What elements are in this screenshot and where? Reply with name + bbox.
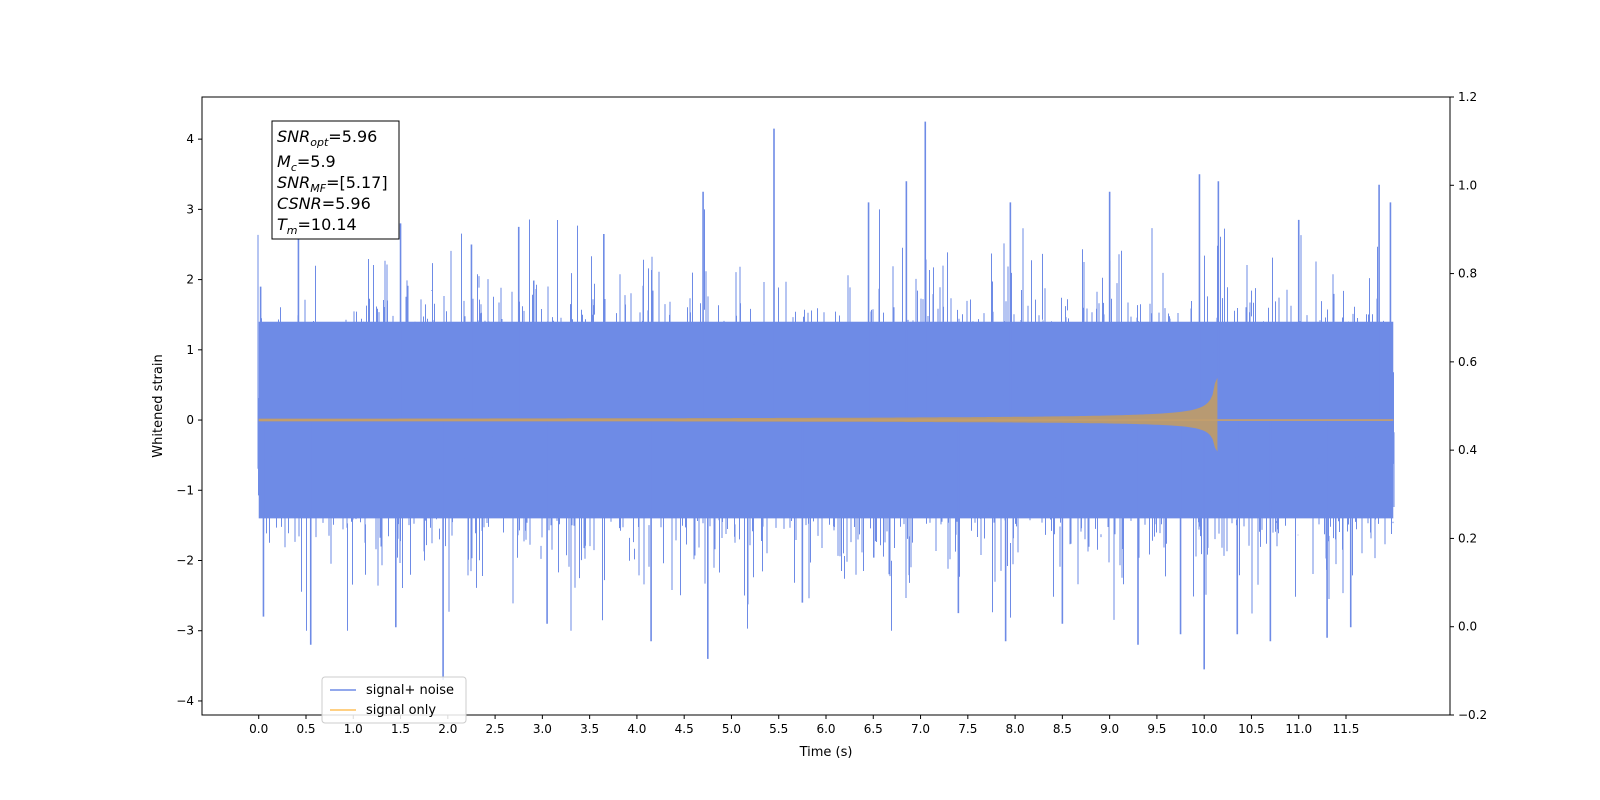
x-tick-label: 6.5 (864, 722, 883, 736)
y2-tick-label: 1.2 (1458, 90, 1477, 104)
x-tick-label: 7.0 (911, 722, 930, 736)
x-tick-label: 3.0 (533, 722, 552, 736)
y-axis-right: −0.2 0.0 0.2 0.4 0.6 0.8 1.0 1.2 (1450, 90, 1487, 722)
annotation-line: Tm=10.14 (277, 215, 357, 237)
x-axis-label: Time (s) (799, 745, 853, 760)
x-tick-label: 4.5 (675, 722, 694, 736)
annotation-box: SNRopt=5.96 Mc=5.9 SNRMF=[5.17] CSNR=5.9… (271, 120, 400, 240)
x-tick-label: 1.0 (344, 722, 363, 736)
x-tick-label: 11.5 (1333, 722, 1360, 736)
y2-tick-label: 0.2 (1458, 531, 1477, 545)
series-signal-noise (257, 121, 1395, 680)
y-tick-label: −2 (176, 554, 194, 568)
plot-area (201, 96, 1451, 716)
annotation-line: SNRMF=[5.17] (277, 173, 388, 195)
legend-label-signal-only: signal only (366, 703, 436, 718)
noise-trace (257, 209, 1395, 631)
x-tick-label: 3.5 (580, 722, 599, 736)
x-tick-label: 11.0 (1285, 722, 1312, 736)
legend: signal+ noise signal only (321, 676, 467, 724)
y-axis-left: −4 −3 −2 −1 0 1 2 3 4 (176, 132, 202, 708)
y-axis-label: Whitened strain (151, 354, 166, 457)
y2-tick-label: −0.2 (1458, 708, 1487, 722)
x-tick-label: 9.0 (1100, 722, 1119, 736)
x-tick-label: 4.0 (627, 722, 646, 736)
x-tick-label: 8.5 (1053, 722, 1072, 736)
y2-tick-label: 0.0 (1458, 620, 1477, 634)
x-tick-label: 7.5 (958, 722, 977, 736)
x-tick-label: 1.5 (391, 722, 410, 736)
y2-tick-label: 1.0 (1458, 178, 1477, 192)
x-tick-label: 8.0 (1006, 722, 1025, 736)
x-axis: 0.0 0.5 1.0 1.5 2.0 2.5 3.0 3.5 4.0 4.5 5.0 5.5 6.0 6… (249, 715, 1359, 736)
legend-label-signal-noise: signal+ noise (366, 683, 454, 698)
y-tick-label: 1 (186, 343, 194, 357)
y-tick-label: 2 (186, 273, 194, 287)
x-tick-label: 0.5 (296, 722, 315, 736)
x-tick-label: 2.0 (438, 722, 457, 736)
y-tick-label: 0 (186, 413, 194, 427)
y-tick-label: 3 (186, 202, 194, 216)
y-tick-label: −4 (176, 694, 194, 708)
y2-tick-label: 0.8 (1458, 267, 1477, 281)
annotation-line: CSNR=5.96 (277, 194, 371, 213)
x-tick-label: 10.0 (1191, 722, 1218, 736)
y2-tick-label: 0.6 (1458, 355, 1477, 369)
y-tick-label: −3 (176, 624, 194, 638)
x-tick-label: 5.0 (722, 722, 741, 736)
x-tick-label: 10.5 (1238, 722, 1265, 736)
series-signal-only (258, 377, 1394, 452)
x-tick-label: 2.5 (486, 722, 505, 736)
y-tick-label: 4 (186, 132, 194, 146)
x-tick-label: 0.0 (249, 722, 268, 736)
y2-tick-label: 0.4 (1458, 443, 1477, 457)
annotation-line: SNRopt=5.96 (277, 127, 377, 149)
x-tick-label: 5.5 (769, 722, 788, 736)
annotation-line: Mc=5.9 (277, 152, 336, 174)
x-tick-label: 9.5 (1147, 722, 1166, 736)
x-tick-label: 6.0 (816, 722, 835, 736)
y-tick-label: −1 (176, 483, 194, 497)
